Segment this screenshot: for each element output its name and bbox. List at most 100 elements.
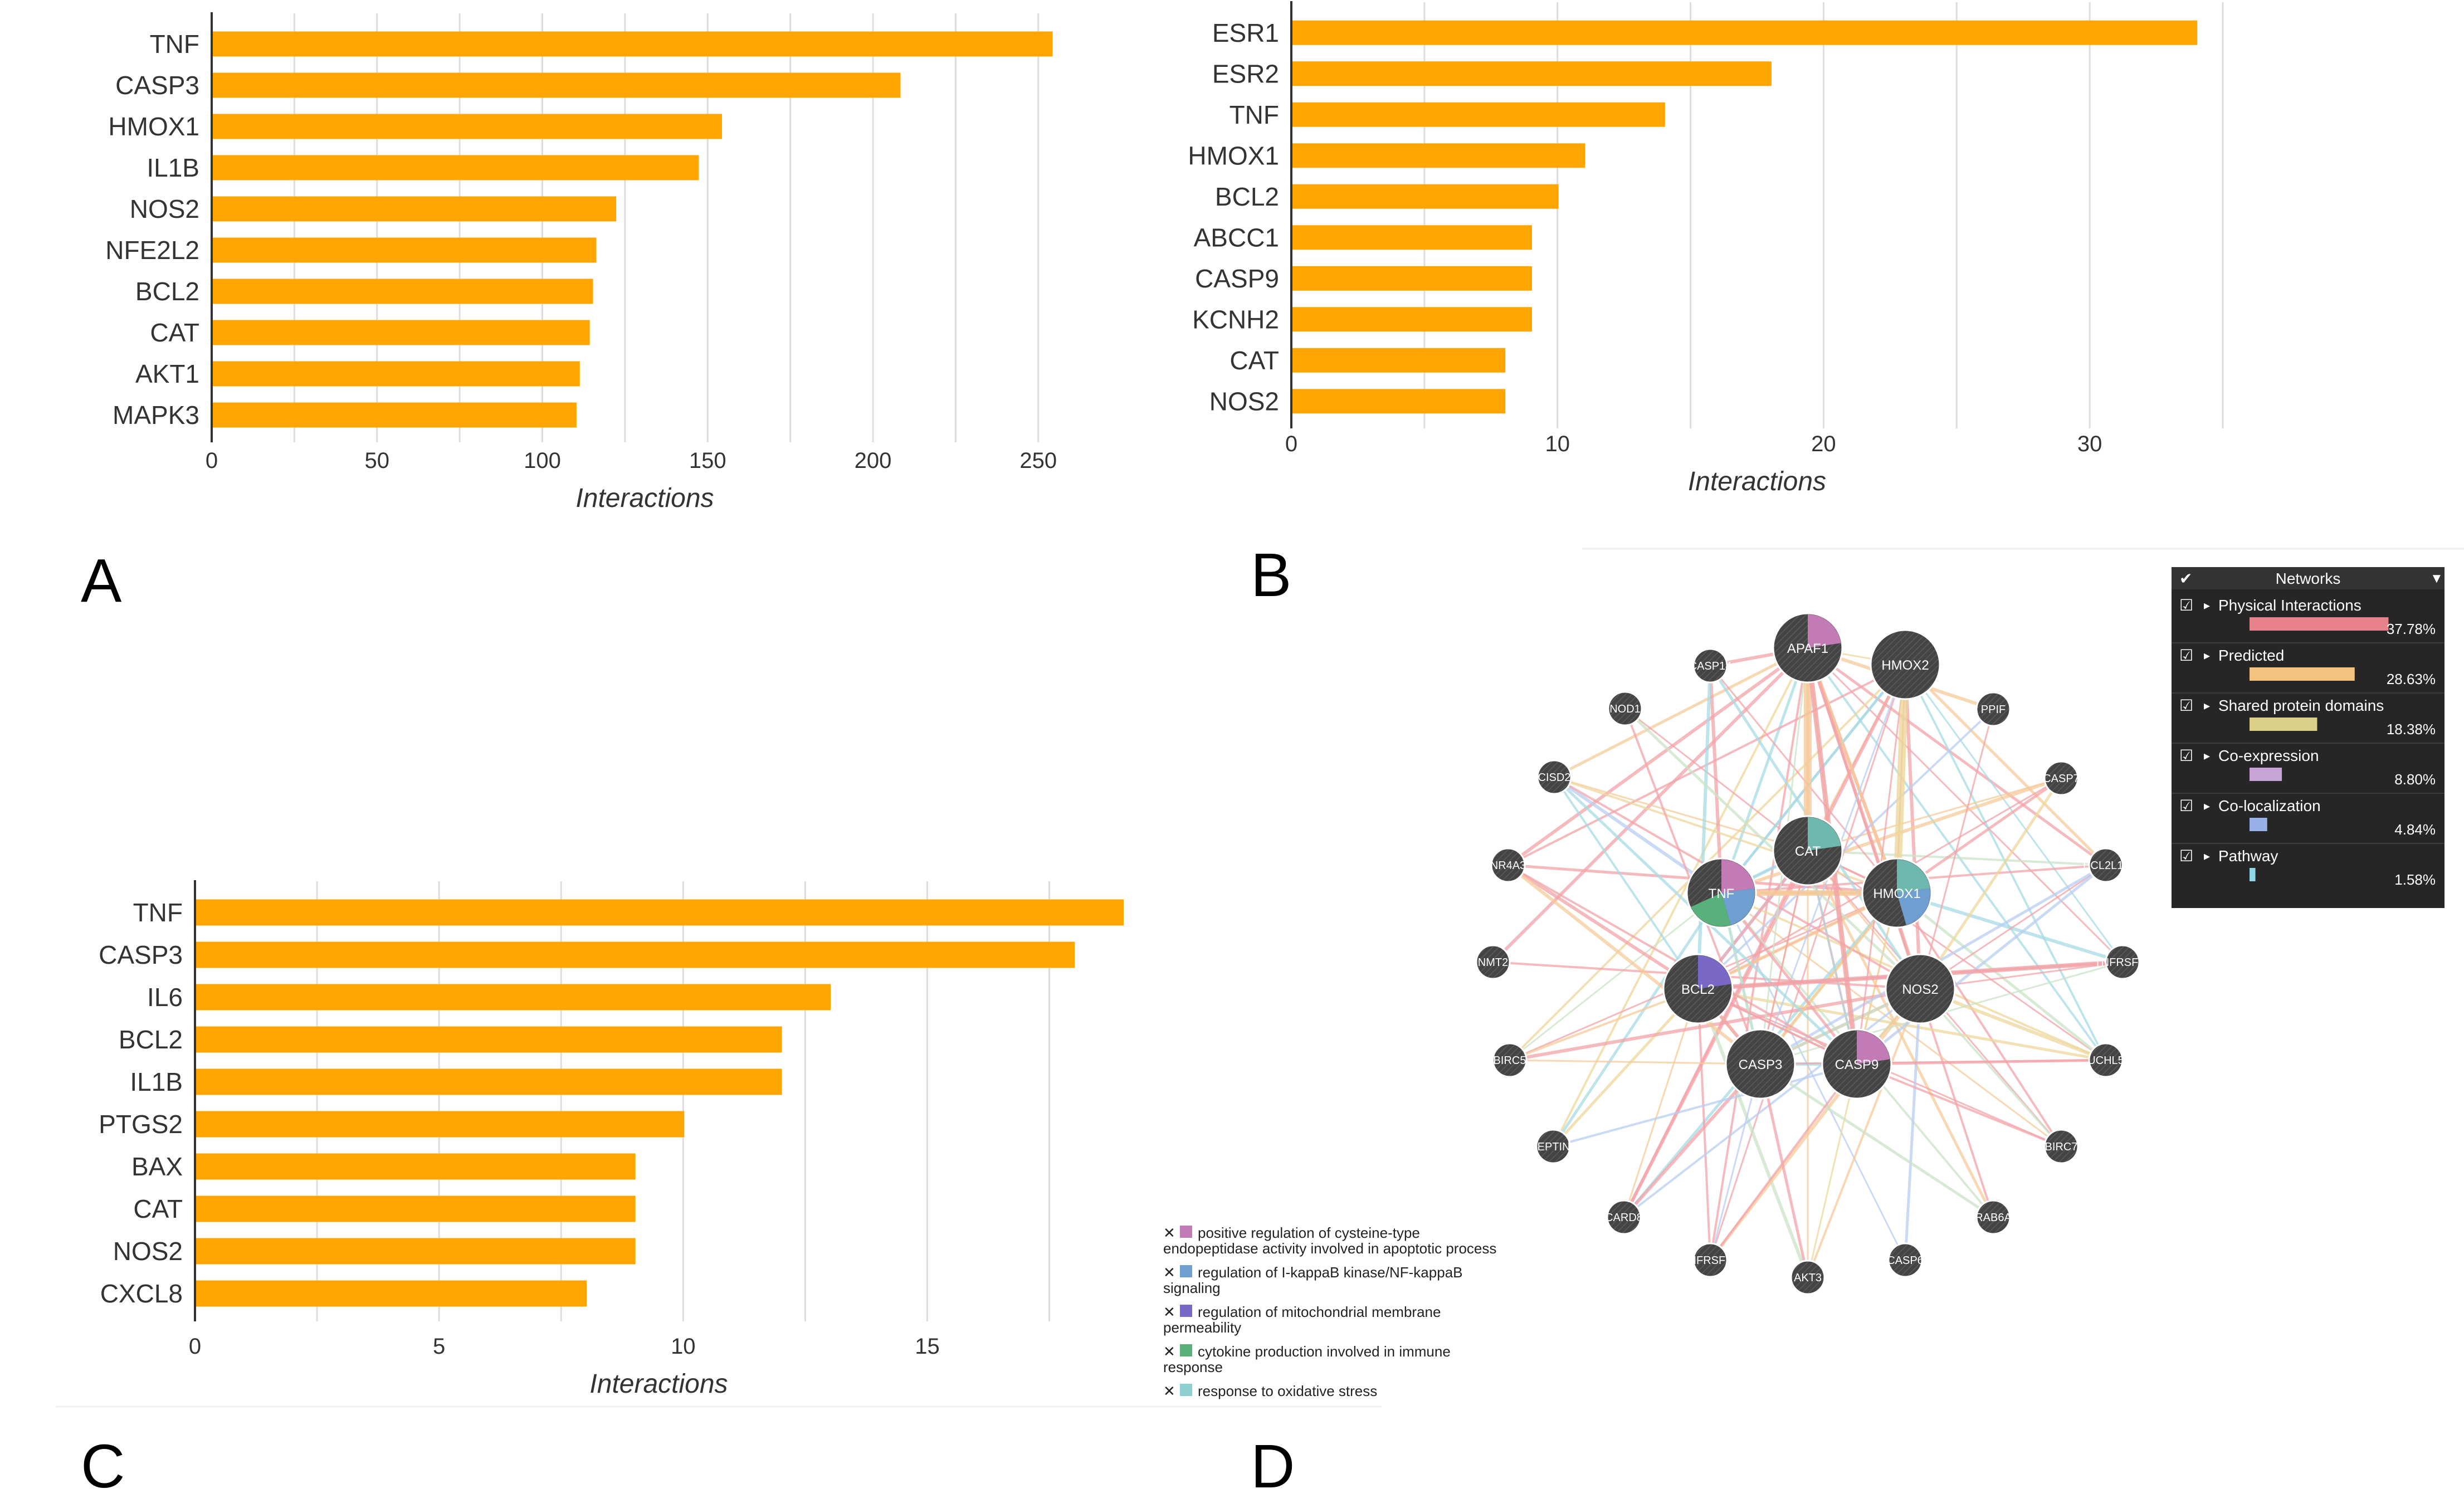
expand-arrow-icon[interactable]: ▸ bbox=[2204, 648, 2210, 662]
expand-arrow-icon[interactable]: ▸ bbox=[2204, 749, 2210, 763]
remove-icon[interactable]: ✕ bbox=[1163, 1264, 1175, 1281]
legend-label: response bbox=[1163, 1359, 1223, 1375]
remove-icon[interactable]: ✕ bbox=[1163, 1224, 1175, 1241]
function-legend: ✕ positive regulation of cysteine-typeend… bbox=[1163, 1224, 1496, 1399]
network-node-birc7[interactable]: BIRC7 bbox=[2043, 1129, 2079, 1164]
panel-label-b: B bbox=[1251, 541, 1291, 609]
network-edge bbox=[1721, 777, 2062, 895]
network-node-cisd2[interactable]: CISD2 bbox=[1536, 759, 1572, 795]
network-node-casp14[interactable]: CASP14 bbox=[1689, 648, 1732, 684]
network-node-nmt2[interactable]: NMT2 bbox=[1475, 944, 1511, 980]
network-node-uchl5[interactable]: UCHL5 bbox=[2087, 1042, 2124, 1078]
remove-icon[interactable]: ✕ bbox=[1163, 1304, 1175, 1320]
category-label: MAPK3 bbox=[113, 401, 199, 430]
network-node-nos2[interactable]: NOS2 bbox=[1885, 953, 1956, 1024]
expand-arrow-icon[interactable]: ▸ bbox=[2204, 598, 2210, 612]
legend-entry[interactable]: ✕ regulation of I-kappaB kinase/NF-kappaB… bbox=[1163, 1264, 1463, 1296]
legend-entry[interactable]: ✕ regulation of mitochondrial membraneper… bbox=[1163, 1304, 1441, 1336]
expand-arrow-icon[interactable]: ▸ bbox=[2204, 799, 2210, 813]
checkbox-icon[interactable]: ☑ bbox=[2179, 847, 2193, 865]
network-node-tnf[interactable]: TNF bbox=[1686, 857, 1757, 929]
checkbox-icon[interactable]: ☑ bbox=[2179, 647, 2193, 664]
network-edge bbox=[1623, 988, 1921, 1218]
bar-tnf bbox=[1292, 102, 1665, 127]
category-label: BCL2 bbox=[135, 277, 199, 306]
network-type-row[interactable]: ☑ ▸ Predicted 28.63% bbox=[2172, 647, 2445, 694]
bar-tnf bbox=[196, 899, 1124, 926]
expand-arrow-icon[interactable]: ▸ bbox=[2204, 699, 2210, 712]
category-label: HMOX1 bbox=[108, 112, 199, 141]
network-edge bbox=[1720, 647, 1809, 894]
bar-mapk3 bbox=[213, 402, 577, 428]
x-tick-label: 150 bbox=[689, 448, 726, 473]
network-graph: APAF1 HMOX2 CAT TNF HMOX1 BCL2 NOS2 CASP3 CASP9 C… bbox=[1475, 612, 2151, 1295]
network-node-hmox1[interactable]: HMOX1 bbox=[1861, 857, 1933, 929]
network-node-casp6[interactable]: CASP6 bbox=[1887, 1242, 1924, 1278]
network-node-casp3[interactable]: CASP3 bbox=[1725, 1028, 1796, 1100]
network-edge bbox=[1721, 892, 2062, 1148]
network-node-tnfrsf10[interactable]: TNFRSF10 bbox=[2094, 944, 2151, 980]
checkbox-icon[interactable]: ☑ bbox=[2179, 697, 2193, 714]
x-tick-label: 250 bbox=[1019, 448, 1057, 473]
network-node-hmox2[interactable]: HMOX2 bbox=[1870, 629, 1941, 700]
category-label: NFE2L2 bbox=[105, 236, 199, 265]
network-node-birc5[interactable]: BIRC5 bbox=[1492, 1042, 1528, 1078]
category-label: CAT bbox=[1229, 346, 1279, 375]
network-node-apaf1[interactable]: APAF1 bbox=[1772, 612, 1843, 684]
network-edge bbox=[1807, 850, 2106, 1061]
remove-icon[interactable]: ✕ bbox=[1163, 1343, 1175, 1360]
network-node-nod1[interactable]: NOD1 bbox=[1607, 691, 1643, 726]
network-node-label: NMT2 bbox=[1478, 956, 1508, 969]
network-node-label: CARD8 bbox=[1605, 1212, 1643, 1224]
network-node-rab6a[interactable]: RAB6A bbox=[1975, 1199, 2012, 1235]
network-node-septin4[interactable]: SEPTIN4 bbox=[1530, 1129, 1577, 1164]
bar-casp9 bbox=[1292, 266, 1532, 291]
network-edge bbox=[1720, 892, 1858, 1065]
network-node-akt3[interactable]: AKT3 bbox=[1790, 1260, 1826, 1295]
network-node-label: UCHL5 bbox=[2087, 1055, 2124, 1067]
network-type-row[interactable]: ☑ ▸ Physical Interactions 37.78% bbox=[2172, 597, 2445, 643]
node-function-slice bbox=[1897, 888, 1931, 925]
checkbox-icon[interactable]: ☑ bbox=[2179, 597, 2193, 614]
network-edge bbox=[1856, 864, 2107, 1065]
network-edge bbox=[1720, 663, 1906, 894]
network-edge bbox=[1696, 665, 1712, 989]
legend-entry[interactable]: ✕ cytokine production involved in immuner… bbox=[1163, 1343, 1451, 1375]
checkbox-icon[interactable]: ☑ bbox=[2179, 747, 2193, 764]
network-type-row[interactable]: ☑ ▸ Co-expression 8.80% bbox=[2172, 747, 2445, 794]
legend-entry[interactable]: ✕ positive regulation of cysteine-typeend… bbox=[1163, 1224, 1496, 1257]
network-node-ppif[interactable]: PPIF bbox=[1975, 691, 2011, 727]
network-node-label: RAB6A bbox=[1975, 1212, 2012, 1224]
network-node-card8[interactable]: CARD8 bbox=[1605, 1199, 1643, 1235]
expand-arrow-icon[interactable]: ▸ bbox=[2204, 849, 2210, 863]
chart-a: TNF CASP3 HMOX1 IL1B NOS2 NFE2L2 BCL2 CAT AKT1 MA… bbox=[105, 12, 1057, 513]
network-weight-bar bbox=[2250, 868, 2256, 881]
network-type-row[interactable]: ☑ ▸ Co-localization 4.84% bbox=[2172, 797, 2445, 844]
network-node-casp7[interactable]: CASP7 bbox=[2043, 760, 2080, 796]
network-node-nr4a3[interactable]: NR4A3 bbox=[1490, 847, 1526, 883]
network-node-tnfrsf1a[interactable]: TNFRSF1A bbox=[1681, 1242, 1739, 1278]
remove-icon[interactable]: ✕ bbox=[1163, 1383, 1175, 1399]
network-weight-percent: 1.58% bbox=[2394, 871, 2436, 888]
network-node-bcl2[interactable]: BCL2 bbox=[1662, 953, 1734, 1024]
bar-casp3 bbox=[213, 72, 901, 98]
network-node-cat[interactable]: CAT bbox=[1772, 815, 1843, 886]
network-node-casp9[interactable]: CASP9 bbox=[1821, 1028, 1892, 1100]
category-label: ESR1 bbox=[1212, 18, 1279, 47]
network-node-label: TNF bbox=[1709, 886, 1735, 901]
network-edge bbox=[1896, 892, 2062, 1148]
panel-label-d: D bbox=[1251, 1432, 1295, 1501]
check-all-icon[interactable]: ✔ bbox=[2179, 570, 2192, 587]
legend-entry[interactable]: ✕ response to oxidative stress bbox=[1163, 1383, 1377, 1399]
legend-swatch bbox=[1180, 1384, 1192, 1396]
bar-cat bbox=[196, 1195, 636, 1222]
network-weight-bar bbox=[2250, 617, 2389, 631]
network-type-row[interactable]: ☑ ▸ Pathway 1.58% bbox=[2179, 847, 2436, 888]
network-edge bbox=[1623, 988, 1699, 1218]
chevron-down-icon[interactable]: ▼ bbox=[2430, 571, 2443, 586]
network-node-label: CASP9 bbox=[1835, 1057, 1879, 1072]
network-node-bcl2l11[interactable]: BCL2L11 bbox=[2083, 847, 2129, 883]
checkbox-icon[interactable]: ☑ bbox=[2179, 797, 2193, 814]
x-tick-label: 10 bbox=[1545, 432, 1570, 456]
